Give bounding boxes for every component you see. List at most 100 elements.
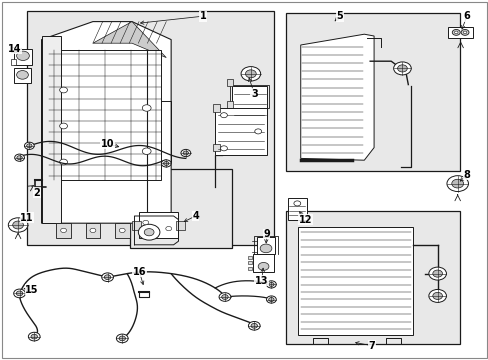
Text: 4: 4 — [192, 211, 199, 221]
Circle shape — [142, 220, 148, 225]
Circle shape — [220, 146, 227, 151]
Circle shape — [254, 129, 261, 134]
Bar — [232, 86, 267, 122]
Bar — [212, 104, 220, 112]
Circle shape — [28, 332, 40, 341]
Text: 9: 9 — [263, 229, 269, 239]
Circle shape — [428, 267, 446, 280]
Circle shape — [446, 176, 468, 192]
Polygon shape — [300, 34, 373, 160]
Circle shape — [451, 30, 459, 35]
Circle shape — [221, 294, 228, 300]
Bar — [287, 198, 306, 220]
Text: 14: 14 — [8, 44, 21, 54]
Bar — [115, 223, 129, 238]
Circle shape — [258, 262, 268, 270]
Bar — [447, 27, 472, 38]
Circle shape — [61, 228, 66, 233]
Circle shape — [26, 144, 32, 148]
Bar — [144, 223, 159, 238]
Circle shape — [142, 105, 151, 111]
Circle shape — [250, 323, 257, 328]
Bar — [285, 13, 459, 171]
Circle shape — [144, 229, 154, 236]
Circle shape — [266, 281, 276, 288]
Circle shape — [432, 292, 442, 300]
Circle shape — [119, 228, 125, 233]
Circle shape — [248, 321, 260, 330]
Bar — [253, 254, 273, 272]
Circle shape — [119, 336, 125, 341]
Bar — [229, 85, 268, 108]
Circle shape — [183, 151, 188, 155]
Circle shape — [460, 30, 468, 35]
Circle shape — [268, 297, 273, 302]
Circle shape — [104, 275, 111, 280]
Text: 11: 11 — [20, 213, 34, 223]
Circle shape — [453, 31, 457, 34]
Circle shape — [165, 226, 171, 231]
Bar — [248, 267, 252, 270]
Circle shape — [102, 273, 113, 282]
Bar — [132, 221, 141, 230]
Circle shape — [138, 224, 160, 240]
Bar — [41, 36, 61, 223]
Text: 2: 2 — [33, 188, 40, 198]
Bar — [212, 144, 220, 151]
Circle shape — [14, 289, 25, 298]
Circle shape — [266, 296, 276, 303]
Bar — [227, 79, 233, 86]
Circle shape — [90, 228, 96, 233]
Bar — [14, 49, 32, 65]
Circle shape — [17, 51, 29, 60]
Circle shape — [432, 270, 442, 277]
Polygon shape — [298, 227, 412, 335]
Bar — [248, 261, 252, 264]
Text: 10: 10 — [101, 139, 114, 149]
Bar — [14, 68, 31, 83]
Bar — [227, 101, 233, 108]
Text: 5: 5 — [336, 11, 343, 21]
Bar — [285, 211, 459, 344]
Circle shape — [181, 149, 190, 157]
Circle shape — [241, 67, 260, 81]
Bar — [11, 59, 16, 65]
Text: 1: 1 — [199, 11, 206, 21]
Circle shape — [451, 179, 463, 188]
Bar — [215, 108, 266, 155]
Circle shape — [116, 334, 128, 343]
Text: 12: 12 — [298, 215, 312, 225]
Bar — [139, 212, 178, 238]
Circle shape — [17, 156, 22, 160]
Bar — [256, 237, 275, 254]
Circle shape — [260, 244, 271, 253]
Circle shape — [220, 113, 227, 118]
Circle shape — [24, 142, 34, 149]
Bar — [85, 223, 100, 238]
Text: 15: 15 — [25, 285, 39, 295]
Text: 16: 16 — [132, 267, 146, 277]
Circle shape — [15, 154, 24, 161]
Circle shape — [60, 123, 67, 129]
Text: 6: 6 — [463, 11, 469, 21]
Circle shape — [163, 162, 169, 166]
Polygon shape — [93, 22, 166, 58]
Circle shape — [393, 62, 410, 75]
Circle shape — [60, 87, 67, 93]
Circle shape — [428, 289, 446, 302]
Circle shape — [60, 159, 67, 165]
Bar — [27, 11, 273, 245]
Circle shape — [462, 31, 466, 34]
Bar — [49, 50, 161, 180]
Polygon shape — [41, 22, 171, 223]
Circle shape — [8, 218, 28, 232]
Text: 8: 8 — [463, 170, 469, 180]
Circle shape — [13, 221, 23, 229]
Circle shape — [16, 291, 23, 296]
Text: 13: 13 — [254, 276, 268, 286]
Circle shape — [161, 160, 171, 167]
Bar — [176, 221, 184, 230]
Circle shape — [397, 65, 407, 72]
Bar — [129, 169, 232, 248]
Circle shape — [245, 70, 256, 78]
